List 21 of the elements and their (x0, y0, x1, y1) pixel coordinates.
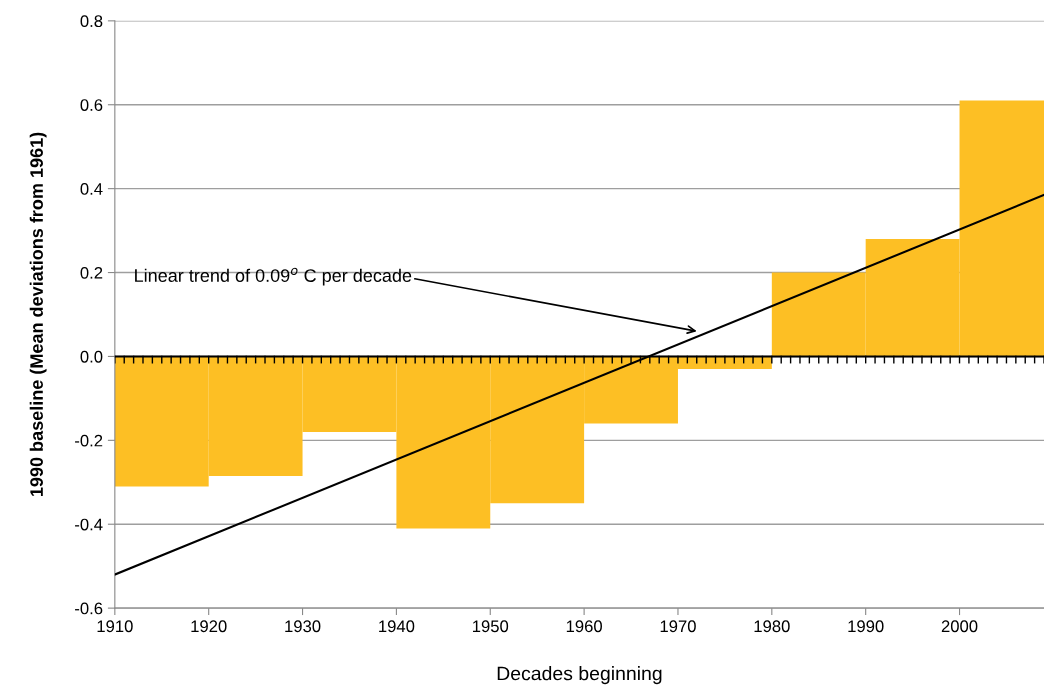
x-tick-label: 1970 (660, 620, 696, 633)
annotation: Linear trend of 0.09$^{o}$ C per decade (135, 267, 412, 286)
x-tick-label: 1950 (472, 620, 509, 633)
y-axis-title: 1990 baseline (Mean deviations from 1961) (29, 132, 47, 496)
y-tick-label: 0.0 (80, 350, 103, 363)
x-tick-label: 1910 (97, 620, 133, 633)
x-tick-label: 1960 (566, 620, 602, 633)
x-tick-label: 2000 (941, 620, 978, 633)
x-tick-label: 1990 (848, 620, 884, 633)
y-tick-label: -0.6 (75, 602, 103, 615)
x-axis-title: Decades beginning (497, 666, 662, 685)
y-tick-label: 0.4 (80, 183, 103, 195)
y-tick-label: 0.2 (80, 266, 103, 279)
y-tick-label: 0.8 (80, 15, 103, 28)
x-tick-label: 1920 (191, 620, 227, 633)
x-tick-label: 1930 (285, 620, 321, 633)
y-tick-label: 0.6 (80, 99, 103, 111)
x-tick-label: 1980 (754, 620, 790, 633)
y-tick-label: -0.4 (75, 518, 103, 531)
x-tick-label: 1940 (379, 620, 415, 633)
y-tick-label: -0.2 (75, 434, 103, 447)
